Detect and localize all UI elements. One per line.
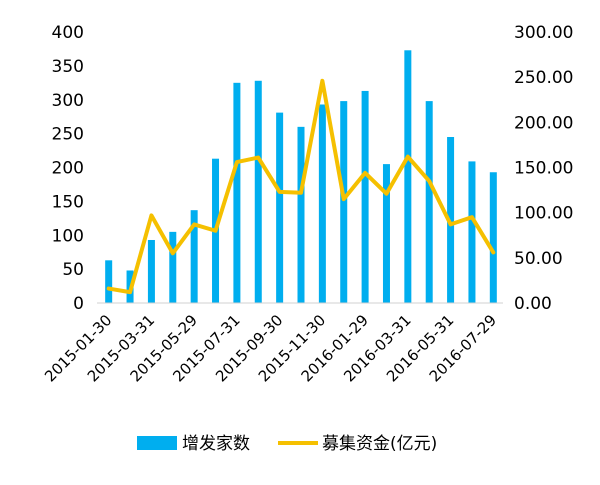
bar (254, 80, 262, 303)
left-axis-tick-label: 0 (73, 294, 84, 314)
legend-label-bar: 增发家数 (182, 434, 250, 454)
bar-series-increase-count (105, 50, 497, 304)
right-axis-tick-label: 250.00 (514, 68, 573, 88)
left-axis-tick-label: 50 (62, 260, 84, 280)
bar (340, 101, 348, 303)
right-axis-tick-label: 300.00 (514, 23, 573, 43)
left-axis-tick-label: 350 (52, 57, 84, 77)
legend: 增发家数 募集资金(亿元) (137, 434, 437, 454)
right-axis-tick-label: 100.00 (514, 204, 573, 224)
bar (105, 260, 113, 303)
series-line (106, 78, 496, 295)
bar (147, 239, 155, 303)
bar (276, 112, 284, 303)
bar (382, 164, 390, 303)
bar (361, 90, 369, 303)
bar (169, 231, 177, 303)
left-axis-tick-label: 400 (52, 23, 84, 43)
legend-swatch-bar (137, 436, 177, 450)
left-axis-tick-label: 150 (52, 192, 84, 212)
right-axis-tick-label: 50.00 (514, 249, 563, 269)
bar (318, 104, 326, 304)
line-series-funds-raised (106, 78, 496, 295)
left-axis-tick-label: 200 (52, 159, 84, 179)
bar (190, 210, 198, 303)
bar (297, 126, 305, 303)
right-y-axis: 0.00 50.00 100.00 150.00 200.00 250.00 300.00 (514, 23, 573, 314)
left-axis-tick-label: 100 (52, 226, 84, 246)
right-axis-tick-label: 150.00 (514, 159, 573, 179)
right-axis-tick-label: 200.00 (514, 113, 573, 133)
x-axis-tick-labels: 2015-01-302015-03-312015-05-292015-07-31… (41, 311, 500, 385)
bar (468, 161, 476, 303)
legend-label-line: 募集资金(亿元) (322, 434, 437, 454)
right-axis-tick-label: 0.00 (514, 294, 552, 314)
bar (404, 50, 412, 304)
bar (489, 172, 497, 303)
left-axis-tick-label: 250 (52, 125, 84, 145)
left-y-axis: 0 50 100 150 200 250 300 350 400 (52, 23, 84, 314)
left-axis-tick-label: 300 (52, 91, 84, 111)
bar (233, 82, 241, 303)
bar (425, 101, 433, 303)
